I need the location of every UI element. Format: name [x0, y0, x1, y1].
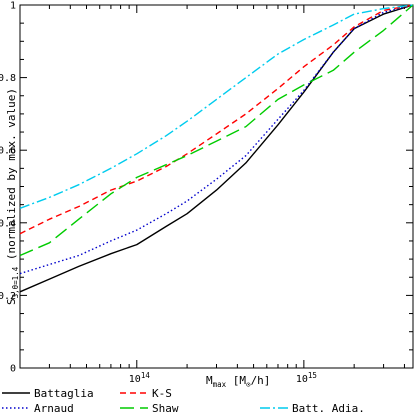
- legend: Battaglia Arnaud K-S Shaw Batt. Adia.: [2, 387, 365, 415]
- y-tick-label: 0.2: [0, 291, 16, 302]
- series-line-batt-adia: [19, 4, 414, 209]
- x-axis-label-unit-sub: ⊙: [246, 380, 251, 389]
- x-axis-label-unit-open: [M: [226, 374, 246, 387]
- x-tick-label-base: 10: [296, 374, 308, 385]
- series-line-battaglia: [19, 4, 414, 293]
- y-tick-label: 0.6: [0, 146, 16, 157]
- x-tick-label-exponent: 15: [308, 371, 317, 380]
- legend-label: K-S: [152, 387, 172, 400]
- legend-label: Arnaud: [34, 402, 74, 415]
- plot-frame: [19, 4, 414, 369]
- y-axis-label: S3,θ=1.4 (normalized by max. value): [5, 88, 20, 305]
- y-axis-ticks: 0 0.2 0.4 0.6 0.8 1: [0, 1, 413, 375]
- y-axis-label-rest: (normalized by max. value): [5, 88, 18, 267]
- y-tick-label: 0: [10, 364, 16, 375]
- y-tick-label: 0.4: [0, 218, 16, 229]
- x-axis-ticks: 1014 1015: [19, 5, 405, 385]
- y-axis-label-subscript: 3,θ=1.4: [11, 266, 20, 298]
- series-line-shaw: [19, 4, 414, 257]
- x-tick-label: 1014: [129, 371, 151, 385]
- x-axis-label-subscript: max: [213, 380, 227, 389]
- y-tick-label: 0.8: [0, 73, 16, 84]
- x-axis-label-main: M: [206, 374, 213, 387]
- legend-label: Batt. Adia.: [292, 402, 365, 415]
- y-tick-label: 1: [10, 1, 16, 12]
- x-tick-label-exponent: 14: [141, 371, 151, 380]
- series-line-arnaud: [19, 4, 414, 275]
- x-tick-label: 1015: [296, 371, 317, 385]
- legend-label: Shaw: [152, 402, 179, 415]
- x-axis-label: Mmax [M⊙/h]: [206, 374, 270, 389]
- x-tick-label-base: 10: [129, 374, 141, 385]
- y-axis-label-main: S: [5, 298, 18, 305]
- x-axis-label-unit-close: /h]: [251, 374, 271, 387]
- legend-label: Battaglia: [34, 387, 94, 400]
- series-lines: [19, 4, 414, 293]
- series-line-k-s: [19, 4, 414, 235]
